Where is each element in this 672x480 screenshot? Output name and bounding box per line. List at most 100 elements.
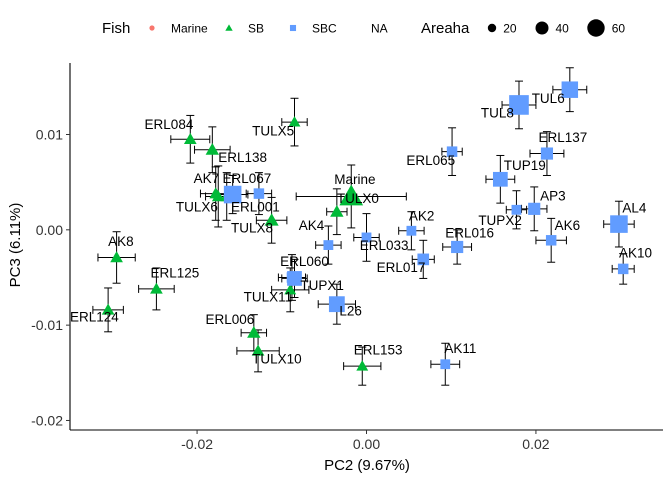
legend-label: SBC: [312, 22, 337, 36]
data-point: [287, 271, 302, 286]
legend-label: 40: [556, 22, 570, 36]
point-label: TULX6: [176, 200, 218, 215]
point-label: TULX0: [337, 191, 379, 206]
y-tick-label: -0.01: [31, 317, 63, 333]
point-label: TULX5: [252, 123, 294, 138]
data-point: [101, 303, 115, 315]
data-point: [253, 188, 265, 199]
data-point: [361, 232, 372, 243]
data-point: [211, 190, 225, 202]
point-label: TUL8: [481, 105, 514, 120]
point-label: ERL033: [360, 238, 409, 253]
point-label: Marine: [334, 172, 375, 187]
point-label: L26: [339, 304, 362, 319]
legend-label: 20: [503, 22, 517, 36]
point-label: ERL065: [406, 153, 455, 168]
x-tick-label: 0.02: [522, 436, 549, 452]
point-label: TUP19: [504, 158, 546, 173]
error-bars: [92, 67, 635, 386]
data-point: [330, 204, 344, 217]
data-point: [417, 253, 430, 266]
data-point: [288, 116, 301, 127]
y-axis-title: PC3 (6.11%): [7, 203, 24, 288]
data-point: [183, 132, 197, 145]
point-label: AK11: [444, 341, 476, 356]
point-label: AK7: [194, 171, 220, 186]
data-point: [339, 184, 364, 206]
point-label: ERL137: [538, 130, 587, 145]
point-label: AL4: [622, 201, 647, 216]
legend-key: [225, 24, 233, 31]
point-label: ERL138: [218, 150, 267, 165]
point-label: ERL124: [70, 309, 119, 324]
legend: Fish Marine SB SBC NA Areaha 20 40 60: [102, 19, 625, 37]
point-label: AK8: [108, 234, 134, 249]
data-point: [511, 204, 522, 215]
y-tick-label: 0.01: [36, 126, 63, 142]
point-label: ERL006: [206, 312, 255, 327]
x-axis-title: PC2 (9.67%): [324, 457, 410, 474]
legend-label: 60: [612, 22, 626, 36]
legend-label: Marine: [171, 22, 208, 36]
x-tick-label: -0.02: [181, 436, 213, 452]
legend-size-key: [535, 21, 549, 35]
point-label: TULX8: [231, 221, 273, 236]
data-point: [328, 296, 345, 313]
x-tick-label: 0.00: [353, 436, 380, 452]
y-tick-label: -0.02: [31, 412, 63, 428]
y-tick-label: 0.00: [36, 222, 63, 238]
legend-key: [149, 25, 155, 31]
data-point: [492, 171, 508, 187]
legend-title-areaha: Areaha: [421, 20, 470, 37]
point-label: ERL084: [145, 117, 194, 132]
legend-size-key: [487, 23, 497, 33]
point-label: ERL001: [231, 200, 280, 215]
legend-key: [289, 24, 297, 32]
data-point: [406, 225, 417, 236]
point-label: AK6: [555, 218, 581, 233]
data-point: [451, 240, 464, 254]
data-point: [223, 185, 242, 204]
point-label: ERL016: [445, 225, 494, 240]
point-label: AK10: [619, 245, 652, 260]
data-point: [205, 143, 220, 155]
data-point: [528, 202, 541, 215]
point-label: TULX11: [244, 289, 293, 304]
data-point: [610, 215, 628, 233]
data-point: [540, 147, 554, 160]
data-point: [617, 263, 629, 275]
point-label: AK2: [409, 208, 435, 223]
data-point: [545, 235, 557, 246]
data-point: [356, 360, 369, 371]
data-point: [446, 146, 458, 157]
point-label: ERL060: [280, 254, 329, 269]
point-label: AK4: [299, 218, 325, 233]
data-points: [101, 81, 629, 371]
point-label: ERL153: [354, 343, 403, 358]
point-label: TUL6: [532, 91, 565, 106]
data-point: [440, 359, 451, 370]
data-point: [284, 283, 297, 295]
legend-size-key: [587, 19, 605, 37]
data-point: [264, 213, 279, 226]
point-label: TUPX1: [300, 278, 344, 293]
point-label: ERL067: [222, 171, 271, 186]
point-label: ERL125: [150, 265, 199, 280]
point-label: AP3: [540, 188, 566, 203]
data-point: [110, 251, 123, 263]
data-point: [251, 344, 265, 356]
legend-title-fish: Fish: [102, 20, 130, 37]
data-point: [323, 240, 334, 250]
point-labels: Marine AK8 ERL125 ERL124 ERL084 ERL138 AK7 TULX…: [70, 91, 652, 366]
data-point: [150, 282, 163, 294]
data-point: [247, 326, 261, 338]
point-label: TULX10: [252, 351, 302, 366]
legend-label: NA: [371, 22, 388, 36]
data-point: [561, 81, 579, 98]
point-label: ERL017: [377, 260, 426, 275]
axes: -0.02 0.00 0.02 -0.02 -0.01 0.00 0.01: [31, 63, 663, 452]
point-label: TUPX2: [478, 213, 522, 228]
error-bar: [343, 346, 382, 386]
data-point: [509, 95, 529, 115]
